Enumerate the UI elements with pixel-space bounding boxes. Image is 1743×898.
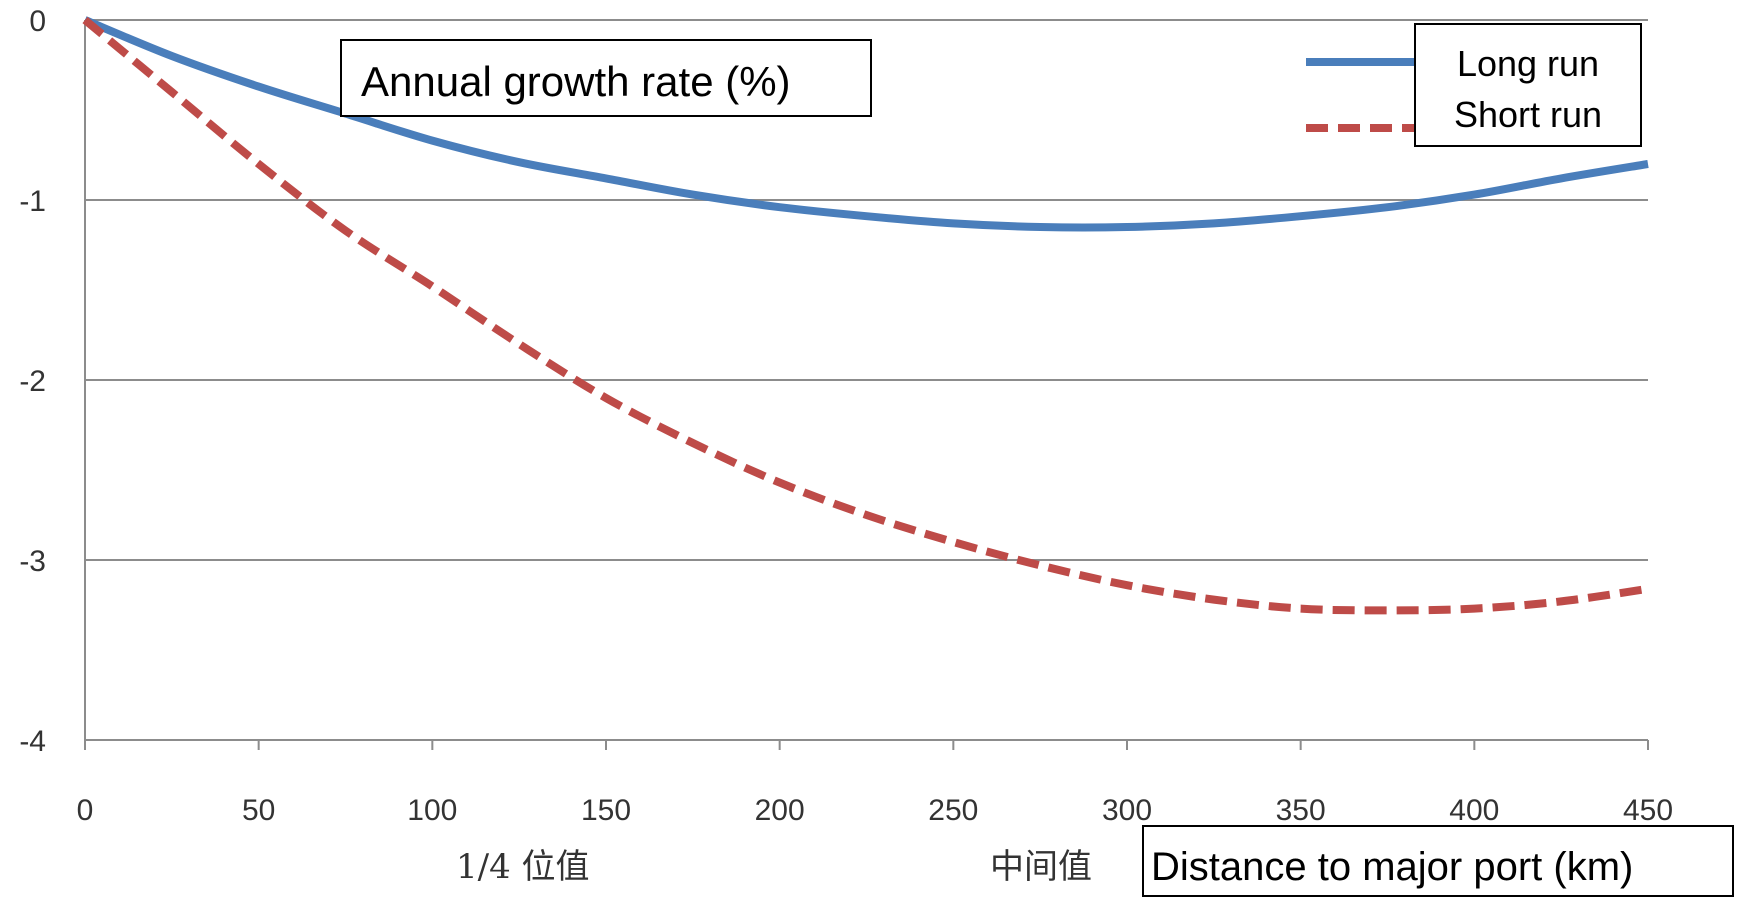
x-tick-labels: 0 50 100 150 200 250 300 350 400 450 [77,794,1673,827]
y-tick-labels: 0 -1 -2 -3 -4 [19,5,46,758]
legend: Long run Short run [1306,23,1642,147]
legend-label-long-run: Long run [1457,43,1599,84]
legend-label-short-run: Short run [1454,94,1602,135]
y-tick-label: -3 [19,545,46,578]
x-tick-label: 300 [1102,794,1152,827]
quartile-annotation: 1/4 位值 [456,847,590,887]
x-tick-label: 350 [1276,794,1326,827]
axes [84,20,1649,750]
y-tick-label: -1 [19,185,46,218]
x-tick-label: 150 [581,794,631,827]
y-tick-label: 0 [29,5,46,38]
x-axis-label-box: Distance to major port (km) [1142,825,1734,897]
legend-box [1414,23,1642,147]
y-axis-label: Annual growth rate (%) [361,58,791,105]
median-annotation: 中间值 [990,847,1092,887]
x-tick-label: 400 [1449,794,1499,827]
y-tick-label: -4 [19,725,46,758]
x-tick-label: 50 [242,794,275,827]
x-axis-label: Distance to major port (km) [1151,845,1633,889]
x-tick-label: 450 [1623,794,1673,827]
x-tick-label: 0 [77,794,94,827]
series-line-short-run [82,16,1649,615]
x-tick-label: 100 [407,794,457,827]
y-axis-label-box: Annual growth rate (%) [340,39,872,117]
y-tick-label: -2 [19,365,46,398]
x-tick-label: 200 [755,794,805,827]
gridlines [85,19,1648,741]
x-tick-label: 250 [928,794,978,827]
